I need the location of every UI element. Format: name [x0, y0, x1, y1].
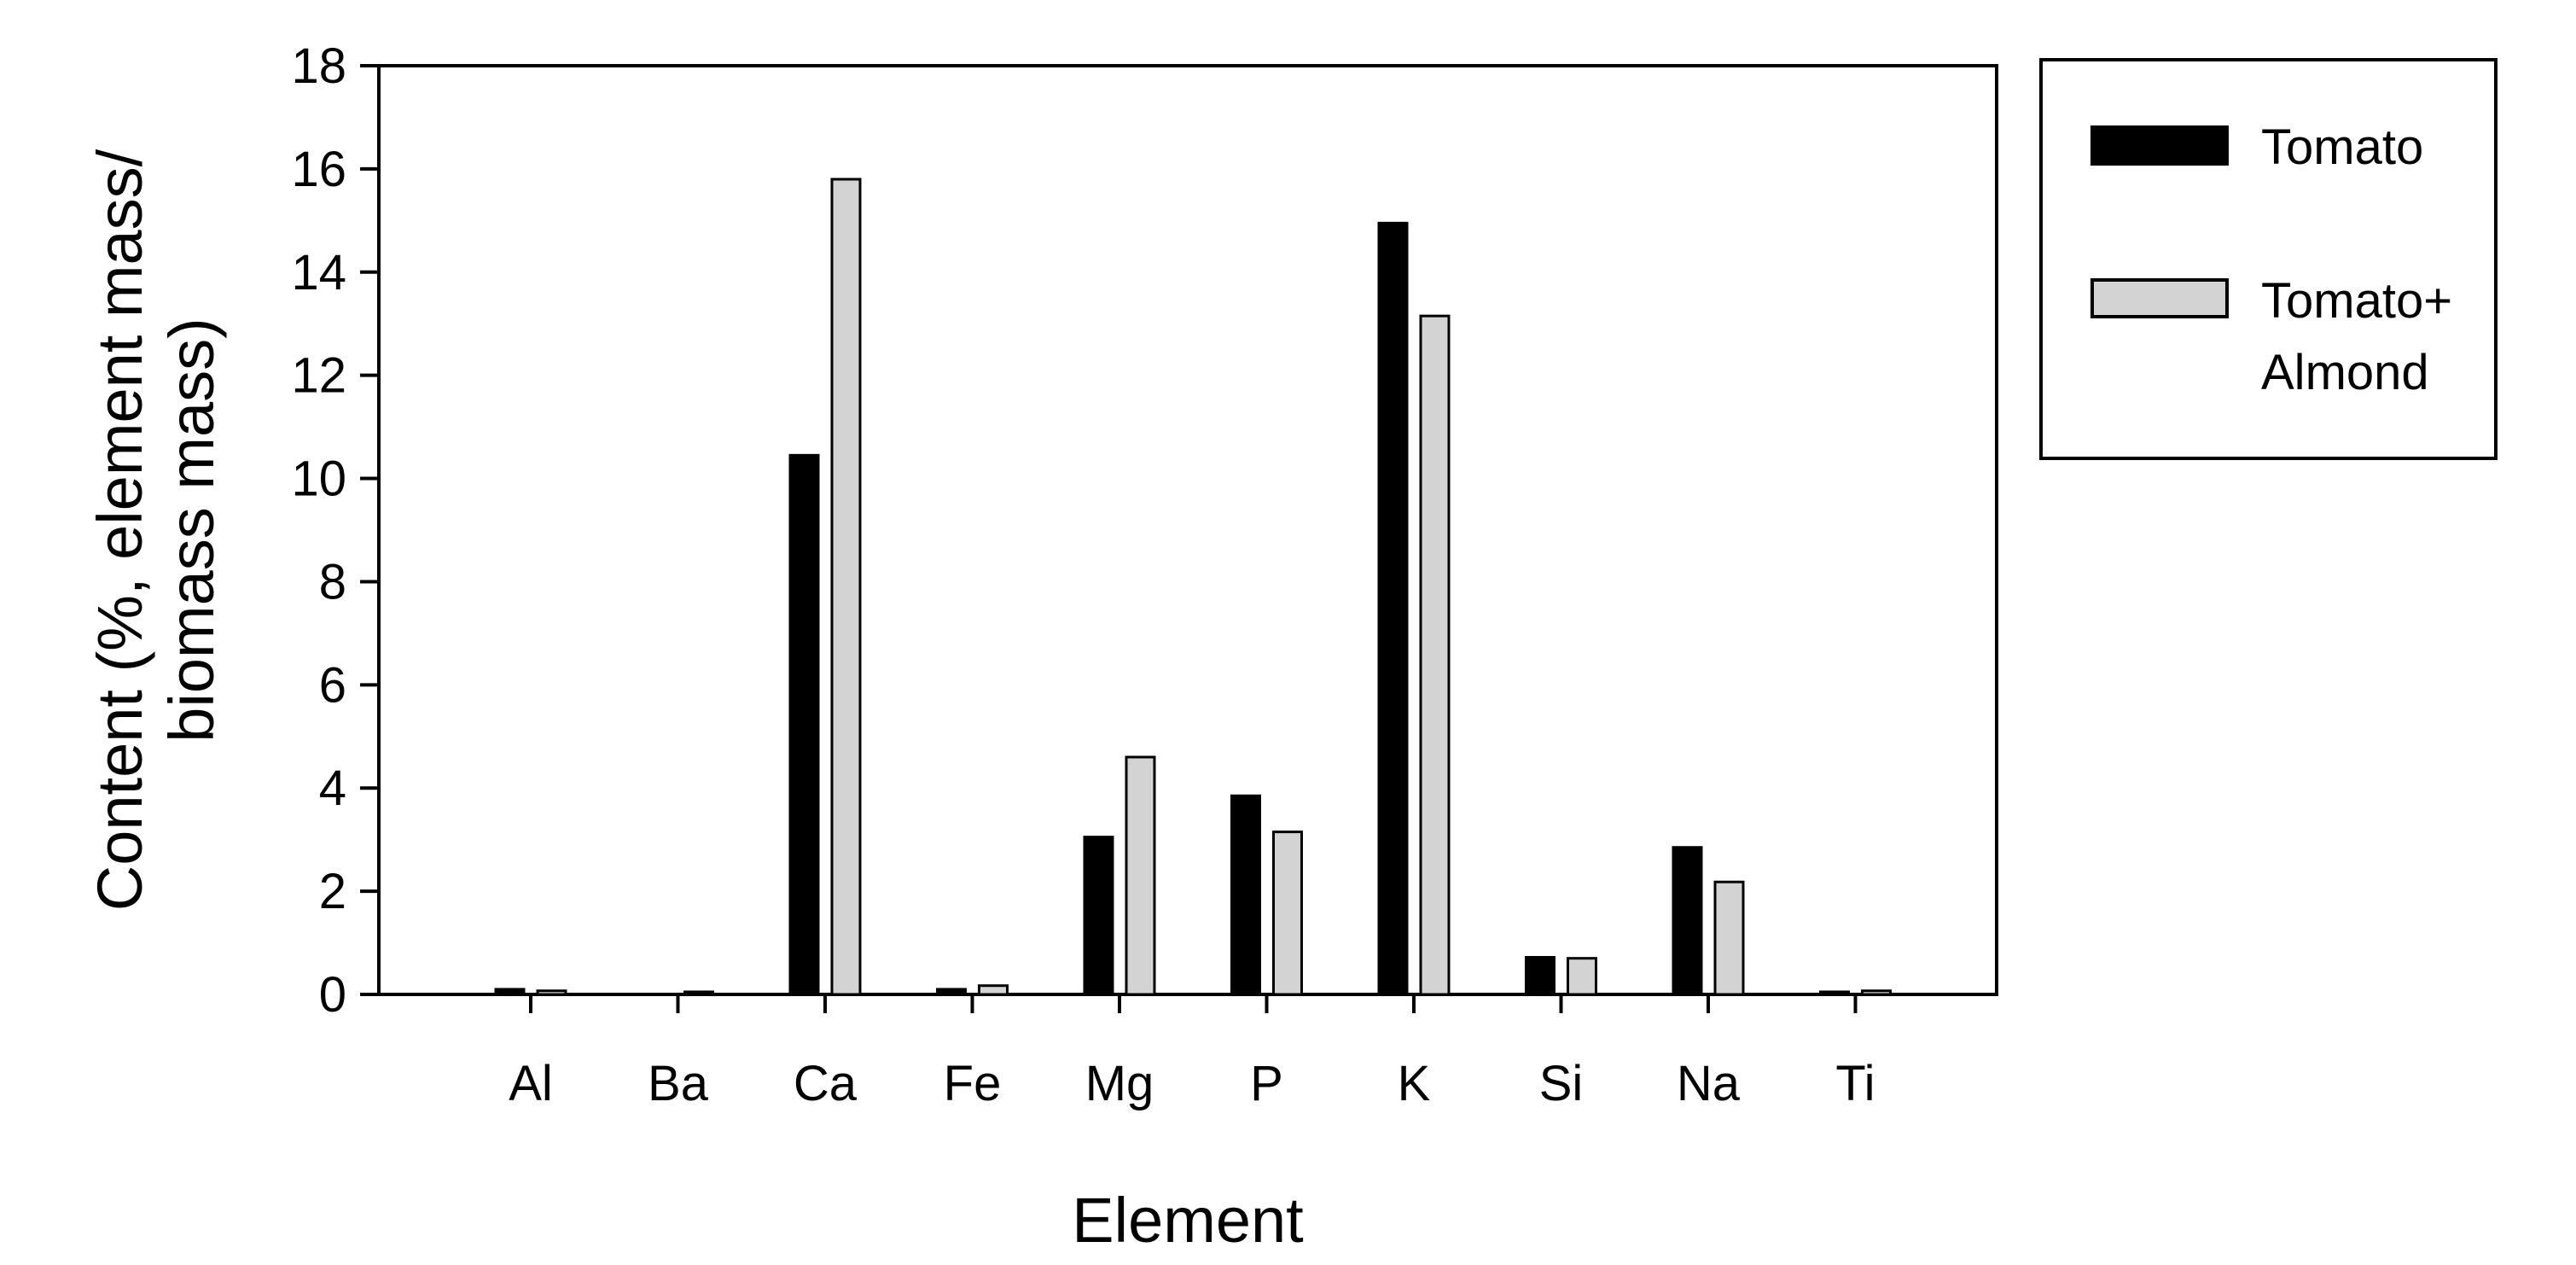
- bar-tomato-ti: [1819, 990, 1850, 996]
- x-tick-label-fe: Fe: [944, 1056, 1002, 1111]
- bar-tomato-si: [1525, 955, 1555, 996]
- legend-swatch-tomato: [2090, 125, 2229, 166]
- plot-area: 0 2 4 6 8 10 12 14 16 18 Al Ba Ca Fe Mg P K Si Na Ti: [291, 38, 1998, 1111]
- legend-label-tomato-almond-line-2: Almond: [2261, 345, 2429, 400]
- legend-swatch-tomato-almond: [2090, 278, 2229, 318]
- x-axis: Al Ba Ca Fe Mg P K Si Na Ti: [509, 994, 1875, 1111]
- x-tick-label-k: K: [1398, 1056, 1431, 1111]
- y-tick-label: 16: [291, 142, 346, 197]
- y-tick-label: 18: [291, 38, 346, 94]
- bar-tomato-almond-fe: [978, 984, 1009, 996]
- y-tick-label: 14: [291, 245, 346, 300]
- x-tick-label-ti: Ti: [1835, 1056, 1875, 1111]
- bar-tomato-almond-p: [1272, 831, 1303, 996]
- bar-tomato-almond-mg: [1125, 755, 1156, 996]
- bar-tomato-almond-k: [1419, 314, 1451, 996]
- y-axis-title-line-2: biomass mass): [156, 318, 227, 743]
- bar-tomato-k: [1377, 221, 1409, 996]
- y-tick-label: 8: [319, 554, 346, 609]
- bar-tomato-almond-si: [1567, 957, 1597, 996]
- x-tick-label-na: Na: [1677, 1056, 1741, 1111]
- y-axis-title: Content (%, element mass/ biomass mass): [84, 149, 227, 911]
- bar-tomato-almond-ti: [1861, 989, 1892, 996]
- bar-tomato-almond-ca: [830, 178, 862, 996]
- y-tick-label: 0: [319, 967, 346, 1023]
- y-axis-title-line-1: Content (%, element mass/: [84, 149, 155, 911]
- bar-tomato-ca: [788, 453, 820, 996]
- bar-tomato-na: [1672, 846, 1703, 996]
- x-tick-label-p: P: [1250, 1056, 1283, 1111]
- bar-tomato-almond-ba: [683, 990, 714, 996]
- x-axis-title: Element: [1072, 1185, 1304, 1256]
- y-tick-label: 6: [319, 657, 346, 713]
- x-tick-label-al: Al: [509, 1056, 553, 1111]
- bar-tomato-fe: [936, 988, 967, 996]
- legend: Tomato Tomato+ Almond: [2039, 58, 2497, 460]
- bar-tomato-p: [1230, 794, 1261, 996]
- bars: [494, 178, 1892, 996]
- bar-tomato-mg: [1083, 836, 1114, 996]
- x-tick-label-ba: Ba: [648, 1056, 709, 1111]
- bar-tomato-almond-al: [536, 989, 567, 996]
- bar-tomato-al: [494, 988, 526, 996]
- x-tick-label-mg: Mg: [1085, 1056, 1154, 1111]
- bar-tomato-almond-na: [1713, 880, 1745, 996]
- y-tick-label: 12: [291, 348, 346, 404]
- legend-label-tomato-almond-line-1: Tomato+: [2261, 273, 2452, 329]
- y-tick-label: 2: [319, 864, 346, 919]
- x-tick-label-si: Si: [1539, 1056, 1584, 1111]
- plot-frame: [377, 64, 1998, 996]
- y-tick-label: 10: [291, 452, 346, 507]
- x-tick-label-ca: Ca: [794, 1056, 858, 1111]
- y-tick-label: 4: [319, 761, 346, 816]
- legend-label-tomato: Tomato: [2261, 120, 2423, 175]
- y-axis: 0 2 4 6 8 10 12 14 16 18: [291, 38, 379, 1023]
